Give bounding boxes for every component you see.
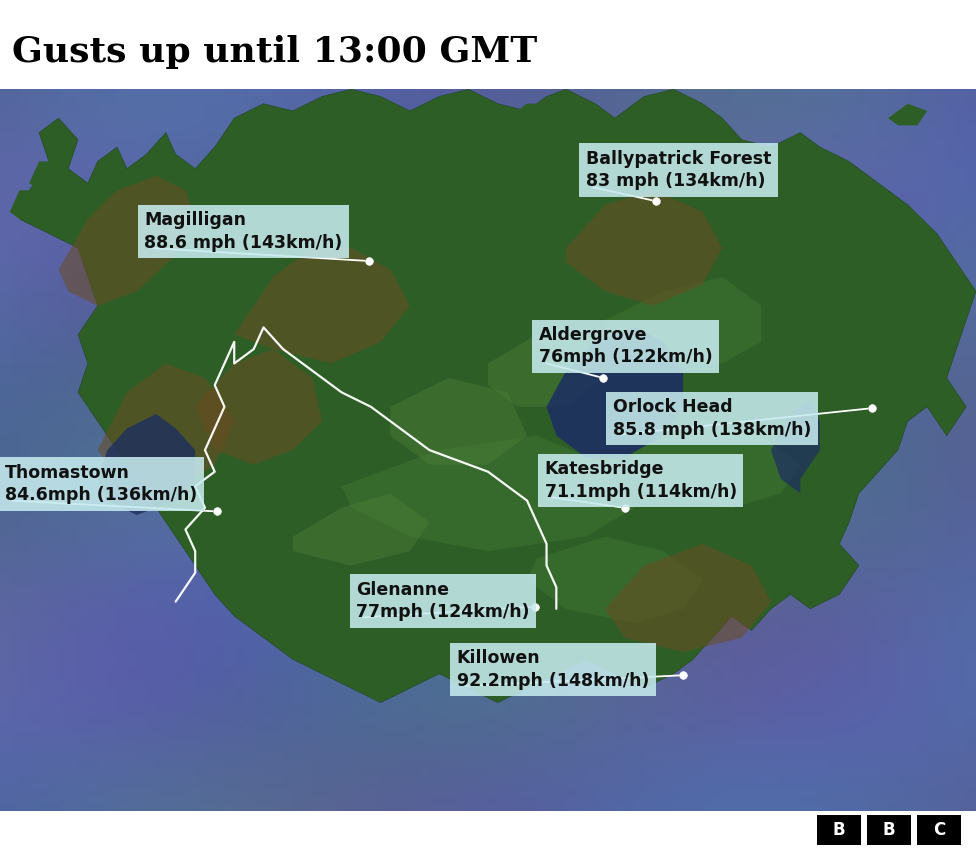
Polygon shape xyxy=(566,190,722,306)
Polygon shape xyxy=(888,104,927,125)
Text: Orlock Head
85.8 mph (138km/h): Orlock Head 85.8 mph (138km/h) xyxy=(613,399,811,439)
Text: C: C xyxy=(933,821,946,840)
Polygon shape xyxy=(605,544,771,652)
Text: Katesbridge
71.1mph (114km/h): Katesbridge 71.1mph (114km/h) xyxy=(545,461,737,501)
Polygon shape xyxy=(488,335,605,407)
Text: Aldergrove
76mph (122km/h): Aldergrove 76mph (122km/h) xyxy=(539,326,712,366)
Polygon shape xyxy=(59,176,195,306)
Text: B: B xyxy=(883,821,896,840)
Text: B: B xyxy=(833,821,845,840)
Text: Ballypatrick Forest
83 mph (134km/h): Ballypatrick Forest 83 mph (134km/h) xyxy=(586,150,771,190)
Polygon shape xyxy=(293,493,429,565)
FancyBboxPatch shape xyxy=(917,815,961,846)
FancyBboxPatch shape xyxy=(817,815,862,846)
Text: Magilligan
88.6 mph (143km/h): Magilligan 88.6 mph (143km/h) xyxy=(144,212,343,252)
Polygon shape xyxy=(195,349,322,464)
Polygon shape xyxy=(10,190,39,219)
Polygon shape xyxy=(771,400,820,493)
Polygon shape xyxy=(527,536,703,623)
Polygon shape xyxy=(625,422,800,507)
Polygon shape xyxy=(29,162,59,190)
Text: Glenanne
77mph (124km/h): Glenanne 77mph (124km/h) xyxy=(356,581,530,621)
Polygon shape xyxy=(98,364,234,493)
Polygon shape xyxy=(605,277,761,364)
FancyBboxPatch shape xyxy=(867,815,912,846)
Polygon shape xyxy=(20,89,976,703)
Polygon shape xyxy=(390,378,527,464)
Polygon shape xyxy=(98,414,195,515)
Polygon shape xyxy=(234,248,410,364)
Polygon shape xyxy=(508,104,566,125)
Text: Thomastown
84.6mph (136km/h): Thomastown 84.6mph (136km/h) xyxy=(5,464,197,504)
Polygon shape xyxy=(342,436,634,551)
Text: Gusts up until 13:00 GMT: Gusts up until 13:00 GMT xyxy=(12,35,537,69)
Text: Killowen
92.2mph (148km/h): Killowen 92.2mph (148km/h) xyxy=(457,649,649,689)
Polygon shape xyxy=(547,327,683,457)
